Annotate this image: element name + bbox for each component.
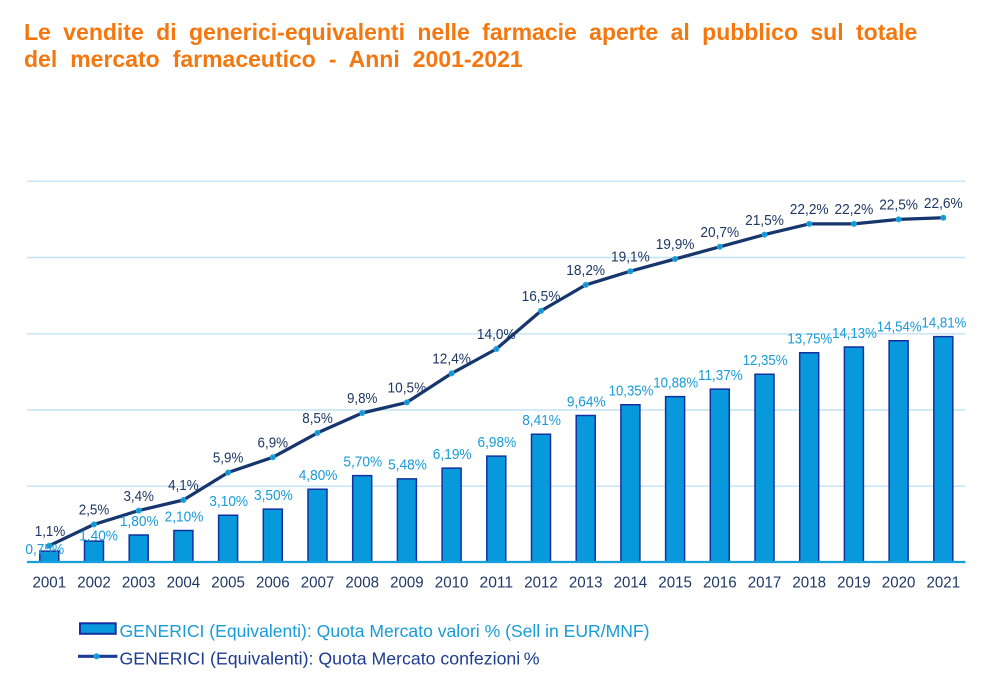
svg-text:2021: 2021: [927, 574, 961, 591]
svg-text:10,88%: 10,88%: [653, 374, 698, 391]
svg-text:16,5%: 16,5%: [522, 288, 561, 305]
svg-text:21,5%: 21,5%: [745, 212, 784, 229]
svg-text:2016: 2016: [703, 574, 737, 591]
svg-text:8,5%: 8,5%: [302, 410, 333, 427]
svg-text:1,40%: 1,40%: [79, 527, 118, 544]
svg-text:14,54%: 14,54%: [877, 319, 922, 336]
svg-text:Le vendite di generici-equival: Le vendite di generici-equivalenti nelle…: [24, 19, 917, 45]
svg-text:2001: 2001: [33, 574, 67, 591]
svg-text:2019: 2019: [837, 574, 871, 591]
svg-text:18,2%: 18,2%: [566, 262, 605, 279]
svg-text:2,10%: 2,10%: [165, 508, 204, 525]
svg-text:2012: 2012: [524, 574, 558, 591]
svg-text:2014: 2014: [614, 574, 648, 591]
svg-text:5,9%: 5,9%: [213, 450, 244, 467]
svg-text:10,35%: 10,35%: [609, 383, 654, 400]
svg-text:2015: 2015: [658, 574, 692, 591]
svg-text:2002: 2002: [77, 574, 111, 591]
svg-text:1,80%: 1,80%: [120, 513, 159, 530]
svg-text:14,13%: 14,13%: [832, 325, 877, 342]
svg-text:2005: 2005: [211, 574, 245, 591]
svg-text:5,48%: 5,48%: [388, 457, 427, 474]
svg-text:20,7%: 20,7%: [700, 224, 739, 241]
svg-text:2007: 2007: [301, 574, 335, 591]
svg-text:2018: 2018: [792, 574, 826, 591]
svg-text:2011: 2011: [480, 574, 514, 591]
svg-text:GENERICI (Equivalenti): Quota: GENERICI (Equivalenti): Quota Mercato va…: [120, 621, 650, 641]
svg-text:12,35%: 12,35%: [743, 352, 788, 369]
svg-text:GENERICI (Equivalenti): Quota: GENERICI (Equivalenti): Quota Mercato co…: [120, 649, 540, 669]
svg-text:4,1%: 4,1%: [168, 477, 199, 494]
svg-text:2003: 2003: [122, 574, 156, 591]
svg-text:14,81%: 14,81%: [922, 314, 967, 331]
svg-text:14,0%: 14,0%: [477, 326, 516, 343]
svg-text:12,4%: 12,4%: [432, 351, 471, 368]
svg-text:2009: 2009: [390, 574, 424, 591]
svg-text:2008: 2008: [345, 574, 379, 591]
svg-text:2020: 2020: [882, 574, 916, 591]
svg-text:0,75%: 0,75%: [25, 541, 64, 558]
svg-text:19,1%: 19,1%: [611, 248, 650, 265]
svg-text:3,10%: 3,10%: [209, 493, 248, 510]
svg-text:6,98%: 6,98%: [478, 434, 517, 451]
svg-text:6,19%: 6,19%: [433, 446, 472, 463]
svg-text:9,8%: 9,8%: [347, 390, 378, 407]
svg-text:2010: 2010: [435, 574, 469, 591]
svg-text:3,50%: 3,50%: [254, 487, 293, 504]
svg-text:del mercato farmaceutico - Ann: del mercato farmaceutico - Anni 2001-202…: [24, 46, 523, 72]
svg-text:22,6%: 22,6%: [924, 195, 963, 212]
svg-text:2004: 2004: [167, 574, 201, 591]
svg-text:3,4%: 3,4%: [123, 488, 154, 505]
svg-text:2006: 2006: [256, 574, 290, 591]
svg-text:2,5%: 2,5%: [79, 502, 110, 519]
svg-text:19,9%: 19,9%: [656, 236, 695, 253]
svg-text:2013: 2013: [569, 574, 603, 591]
svg-text:8,41%: 8,41%: [522, 412, 561, 429]
svg-text:5,70%: 5,70%: [343, 453, 382, 470]
svg-text:22,2%: 22,2%: [790, 201, 829, 218]
svg-text:13,75%: 13,75%: [787, 331, 832, 348]
svg-text:22,2%: 22,2%: [835, 201, 874, 218]
svg-text:1,1%: 1,1%: [35, 523, 66, 540]
svg-text:2017: 2017: [748, 574, 782, 591]
svg-text:6,9%: 6,9%: [258, 435, 289, 452]
svg-text:4,80%: 4,80%: [299, 467, 338, 484]
svg-text:11,37%: 11,37%: [698, 367, 743, 384]
svg-text:10,5%: 10,5%: [388, 380, 427, 397]
svg-text:9,64%: 9,64%: [567, 393, 606, 410]
svg-text:22,5%: 22,5%: [879, 197, 918, 214]
